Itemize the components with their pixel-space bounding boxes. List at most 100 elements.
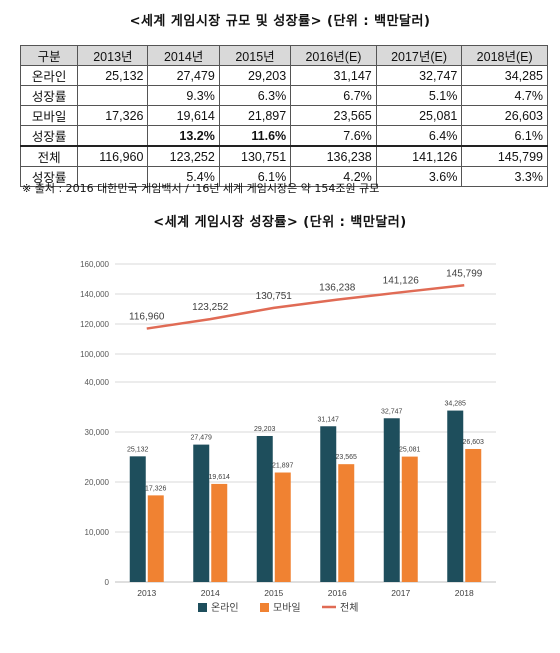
table-cell: 130,751 bbox=[218, 145, 292, 167]
bar-label-online: 25,132 bbox=[127, 446, 149, 453]
y-tick-label: 140,000 bbox=[80, 290, 109, 299]
table-cell: 9.3% bbox=[147, 85, 220, 106]
x-tick-label: 2016 bbox=[328, 588, 347, 598]
table-cell: 6.3% bbox=[218, 85, 292, 106]
bar-label-mobile: 25,081 bbox=[399, 447, 421, 454]
x-tick-label: 2017 bbox=[391, 588, 410, 598]
source-note: ※ 출처 : 2016 대한민국 게임백서 / '16년 세계 게임시장은 약 … bbox=[22, 182, 380, 195]
legend-label-online: 온라인 bbox=[211, 602, 239, 614]
table-cell: 7.6% bbox=[290, 125, 377, 147]
growth-chart: 100,000 120,000 140,000 160,000 0 10,000 20,00… bbox=[80, 260, 496, 614]
table-cell: 145,799 bbox=[461, 145, 548, 167]
table-header-cell: 구분 bbox=[19, 45, 79, 66]
table-row: 온라인 25,132 27,479 29,203 31,147 32,747 34,285 bbox=[19, 65, 548, 86]
bar-mobile bbox=[147, 495, 164, 582]
legend-label-total: 전체 bbox=[340, 602, 358, 614]
table-title: <세계 게임시장 규모 및 성장률> (단위 : 백만달러) bbox=[129, 14, 431, 29]
bar-online bbox=[383, 418, 400, 582]
table-row: 성장률 13.2% 11.6% 7.6% 6.4% 6.1% bbox=[19, 125, 548, 147]
table-header-cell: 2015년 bbox=[218, 45, 292, 66]
bar-label-mobile: 19,614 bbox=[209, 474, 231, 481]
table-cell: 13.2% bbox=[147, 125, 220, 147]
table-cell: 123,252 bbox=[147, 145, 220, 167]
bar-label-mobile: 23,565 bbox=[336, 454, 358, 461]
row-label: 성장률 bbox=[19, 85, 79, 106]
table-cell: 5.1% bbox=[375, 85, 463, 106]
row-label: 모바일 bbox=[19, 105, 79, 126]
x-tick-label: 2013 bbox=[137, 588, 156, 598]
bar-label-online: 31,147 bbox=[318, 416, 340, 423]
row-label: 성장률 bbox=[19, 125, 79, 147]
y-tick-label: 100,000 bbox=[80, 350, 109, 359]
table-cell: 26,603 bbox=[461, 105, 548, 126]
bar-mobile bbox=[338, 464, 355, 582]
chart-title: <세계 게임시장 성장률> (단위 : 백만달러) bbox=[153, 215, 407, 230]
line-label-total: 141,126 bbox=[383, 275, 420, 286]
table-cell bbox=[77, 125, 149, 147]
bar-online bbox=[193, 444, 210, 582]
table-row: 모바일 17,326 19,614 21,897 23,565 25,081 26,603 bbox=[19, 105, 548, 126]
bar-online bbox=[256, 435, 273, 582]
line-label-total: 130,751 bbox=[256, 291, 293, 302]
table-cell: 141,126 bbox=[375, 145, 463, 167]
market-size-table: 구분 2013년 2014년 2015년 2016년(E) 2017년(E) 2018년(E… bbox=[19, 45, 548, 187]
table-header-cell: 2017년(E) bbox=[375, 45, 463, 66]
table-cell: 6.1% bbox=[218, 166, 292, 187]
table-cell: 3.3% bbox=[461, 166, 548, 187]
bar-mobile bbox=[274, 472, 291, 582]
table-cell: 29,203 bbox=[218, 65, 292, 86]
bar-label-mobile: 17,326 bbox=[145, 485, 167, 492]
table-header-cell: 2018년(E) bbox=[461, 45, 548, 66]
table-cell: 21,897 bbox=[218, 105, 292, 126]
table-cell: 31,147 bbox=[290, 65, 377, 86]
y-tick-label: 0 bbox=[105, 578, 110, 587]
row-label: 온라인 bbox=[19, 65, 79, 86]
bar-label-online: 27,479 bbox=[191, 435, 213, 442]
line-total bbox=[146, 284, 465, 330]
y-tick-label: 120,000 bbox=[80, 320, 109, 329]
bar-label-online: 34,285 bbox=[445, 401, 467, 408]
table-cell: 136,238 bbox=[290, 145, 377, 167]
table-cell: 116,960 bbox=[77, 145, 149, 167]
table-header-cell: 2016년(E) bbox=[290, 45, 377, 66]
bar-label-mobile: 21,897 bbox=[272, 463, 294, 470]
y-tick-label: 30,000 bbox=[85, 428, 110, 437]
legend-swatch-online bbox=[198, 603, 207, 612]
y-tick-label: 40,000 bbox=[85, 378, 110, 387]
chart-area: 100,000 120,000 140,000 160,000 0 10,000 20,00… bbox=[60, 236, 507, 640]
y-tick-label: 10,000 bbox=[85, 528, 110, 537]
table-cell: 25,081 bbox=[375, 105, 463, 126]
legend-swatch-mobile bbox=[260, 603, 269, 612]
table-cell: 4.7% bbox=[461, 85, 548, 106]
table-cell: 6.7% bbox=[290, 85, 377, 106]
bar-label-mobile: 26,603 bbox=[463, 439, 485, 446]
table-cell: 4.2% bbox=[290, 166, 377, 187]
table-cell bbox=[77, 85, 149, 106]
table-cell: 11.6% bbox=[218, 125, 292, 147]
x-tick-label: 2015 bbox=[264, 588, 283, 598]
table-cell: 34,285 bbox=[461, 65, 548, 86]
bar-label-online: 32,747 bbox=[381, 408, 403, 415]
y-tick-label: 20,000 bbox=[85, 478, 110, 487]
table-header-row: 구분 2013년 2014년 2015년 2016년(E) 2017년(E) 2018년(E… bbox=[19, 45, 548, 66]
row-label: 전체 bbox=[19, 145, 79, 167]
bar-online bbox=[320, 426, 337, 582]
line-label-total: 123,252 bbox=[192, 302, 229, 313]
table-row: 성장률 5.4% 6.1% 4.2% 3.6% 3.3% bbox=[19, 166, 548, 187]
table-cell: 6.4% bbox=[375, 125, 463, 147]
bar-online bbox=[447, 410, 464, 582]
table-row: 성장률 9.3% 6.3% 6.7% 5.1% 4.7% bbox=[19, 85, 548, 106]
bar-label-online: 29,203 bbox=[254, 426, 276, 433]
table-cell: 32,747 bbox=[375, 65, 463, 86]
table-row: 전체 116,960 123,252 130,751 136,238 141,126 145… bbox=[19, 145, 548, 167]
row-label: 성장률 bbox=[19, 166, 79, 187]
table-cell: 3.6% bbox=[375, 166, 463, 187]
bar-mobile bbox=[211, 483, 228, 582]
line-label-total: 136,238 bbox=[319, 283, 356, 294]
x-tick-label: 2014 bbox=[201, 588, 220, 598]
table-cell: 5.4% bbox=[147, 166, 220, 187]
bar-mobile bbox=[465, 448, 482, 582]
table-cell: 25,132 bbox=[77, 65, 149, 86]
table-cell: 23,565 bbox=[290, 105, 377, 126]
table-header-cell: 2013년 bbox=[77, 45, 149, 66]
